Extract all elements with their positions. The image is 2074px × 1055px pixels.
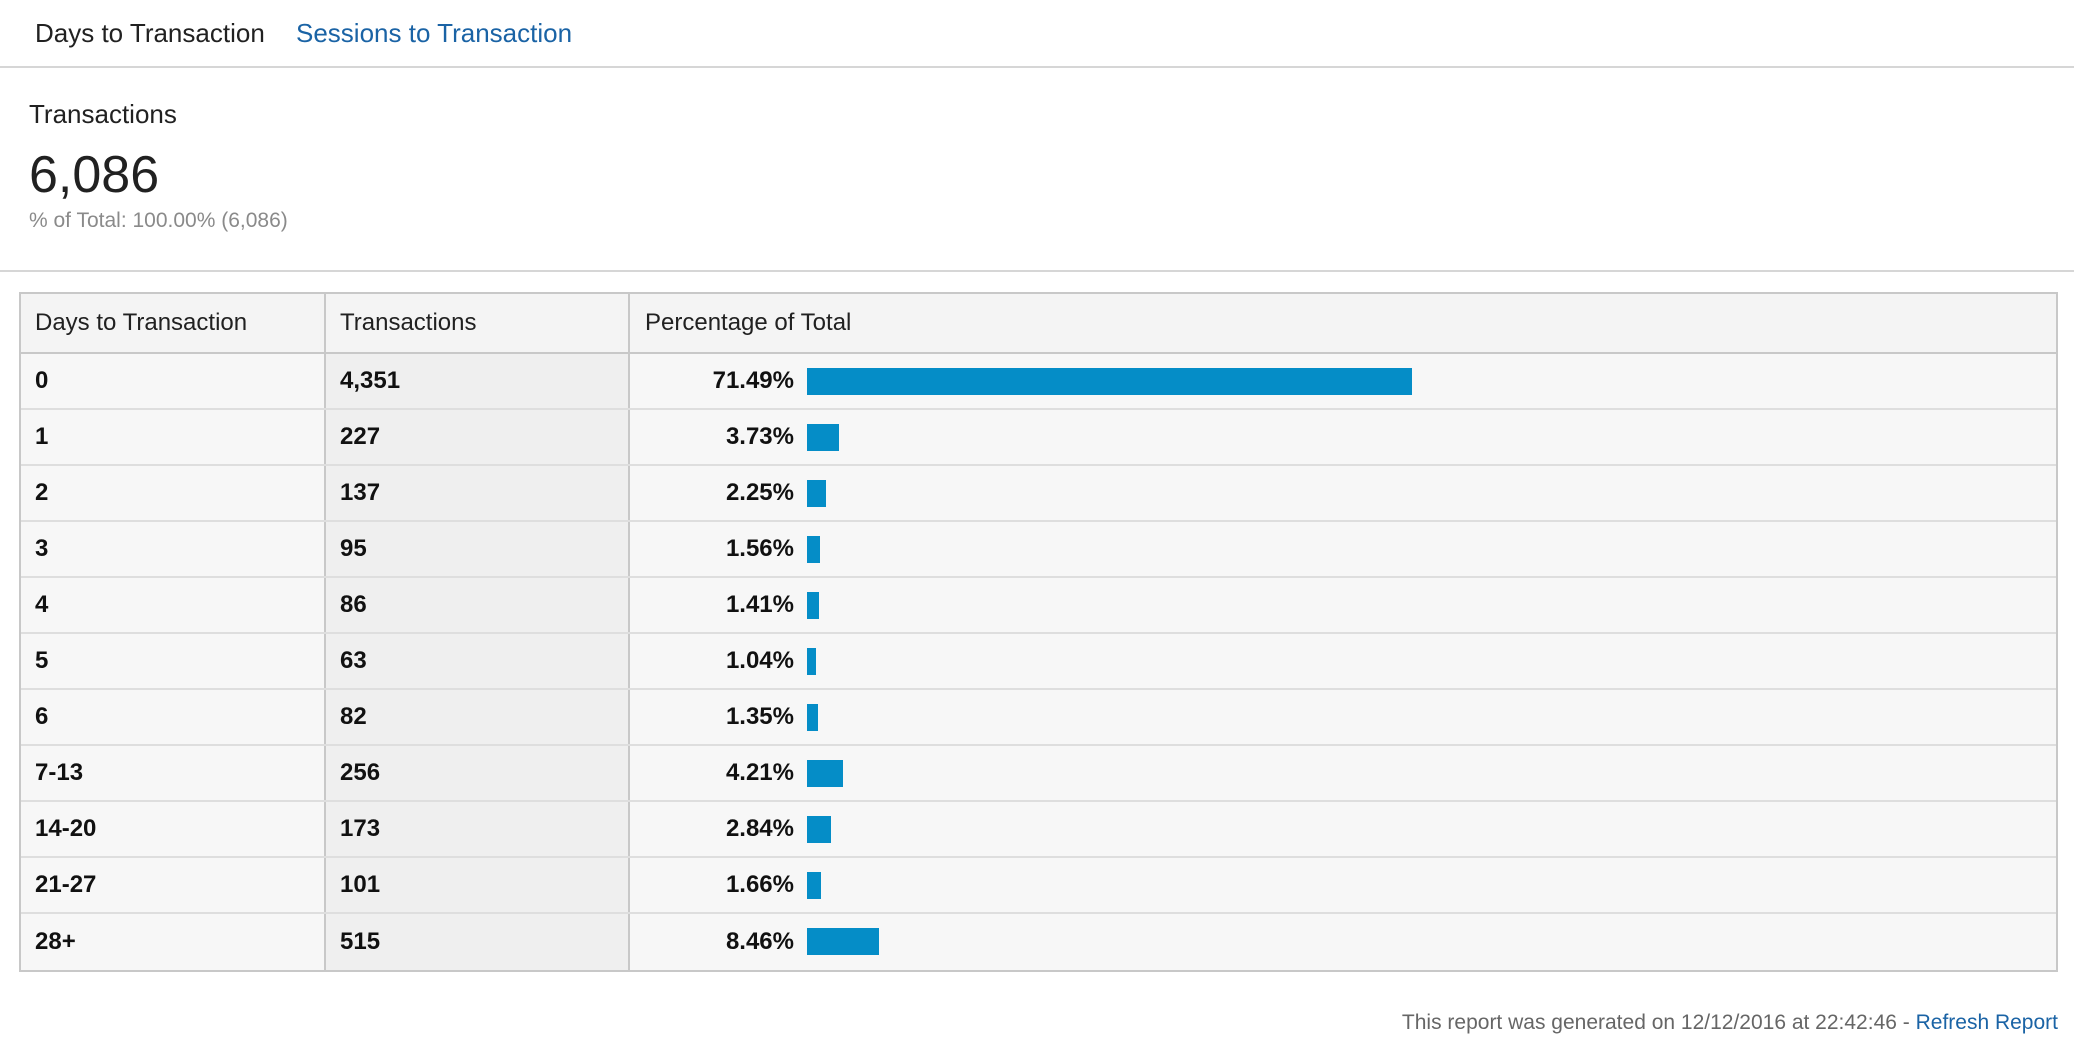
cell-transactions: 63 (326, 634, 630, 688)
summary-metric-value: 6,086 (29, 146, 160, 204)
cell-percentage: 4.21% (630, 746, 2056, 800)
report-generated-text: This report was generated on 12/12/2016 … (1401, 1011, 1916, 1034)
summary-metric-label: Transactions (29, 99, 177, 129)
section-divider (0, 270, 2074, 272)
percentage-bar (807, 648, 816, 675)
column-header-transactions[interactable]: Transactions (326, 294, 630, 352)
cell-transactions: 86 (326, 578, 630, 632)
cell-days: 0 (21, 354, 326, 408)
cell-transactions: 227 (326, 410, 630, 464)
percentage-bar (807, 928, 879, 955)
percentage-label: 71.49% (712, 367, 794, 394)
cell-days: 2 (21, 466, 326, 520)
tab-days-to-transaction[interactable]: Days to Transaction (35, 18, 265, 48)
percentage-label: 2.25% (725, 479, 794, 506)
percentage-label: 8.46% (725, 928, 794, 955)
cell-days: 21-27 (21, 858, 326, 912)
cell-days: 5 (21, 634, 326, 688)
table-row: 14-20 173 2.84% (21, 802, 2056, 858)
cell-transactions: 256 (326, 746, 630, 800)
cell-percentage: 1.41% (630, 578, 2056, 632)
cell-transactions: 4,351 (326, 354, 630, 408)
percentage-bar (807, 536, 820, 563)
cell-percentage: 1.66% (630, 858, 2056, 912)
cell-percentage: 1.56% (630, 522, 2056, 576)
cell-percentage: 1.35% (630, 690, 2056, 744)
report-tabs: Days to Transaction Sessions to Transact… (0, 0, 2074, 68)
table-row: 0 4,351 71.49% (21, 354, 2056, 410)
column-header-days[interactable]: Days to Transaction (21, 294, 326, 352)
data-table: Days to Transaction Transactions Percent… (19, 292, 2058, 972)
column-header-percentage[interactable]: Percentage of Total (645, 309, 852, 336)
table-row: 28+ 515 8.46% (21, 914, 2056, 970)
percentage-bar (807, 816, 831, 843)
table-row: 2 137 2.25% (21, 466, 2056, 522)
percentage-bar (807, 424, 839, 451)
cell-transactions: 95 (326, 522, 630, 576)
percentage-bar (807, 760, 843, 787)
table-row: 7-13 256 4.21% (21, 746, 2056, 802)
table-row: 21-27 101 1.66% (21, 858, 2056, 914)
cell-days: 4 (21, 578, 326, 632)
cell-days: 3 (21, 522, 326, 576)
cell-days: 28+ (21, 914, 326, 970)
percentage-label: 1.56% (725, 535, 794, 562)
cell-percentage: 71.49% (630, 354, 2056, 408)
percentage-label: 2.84% (725, 815, 794, 842)
percentage-label: 1.04% (725, 647, 794, 674)
table-body: 0 4,351 71.49% 1 227 3.73% 2 137 2.25% 3 95 1.56% 4 8… (21, 354, 2056, 970)
cell-days: 1 (21, 410, 326, 464)
cell-percentage: 2.25% (630, 466, 2056, 520)
table-row: 3 95 1.56% (21, 522, 2056, 578)
percentage-label: 1.35% (725, 703, 794, 730)
cell-percentage: 3.73% (630, 410, 2056, 464)
cell-transactions: 101 (326, 858, 630, 912)
table-row: 4 86 1.41% (21, 578, 2056, 634)
cell-transactions: 82 (326, 690, 630, 744)
cell-days: 7-13 (21, 746, 326, 800)
percentage-bar (807, 872, 821, 899)
cell-percentage: 8.46% (630, 914, 2056, 970)
percentage-bar (807, 368, 1412, 395)
percentage-label: 3.73% (725, 423, 794, 450)
table-row: 6 82 1.35% (21, 690, 2056, 746)
table-header-row: Days to Transaction Transactions Percent… (21, 294, 2056, 354)
percentage-bar (807, 480, 826, 507)
cell-days: 6 (21, 690, 326, 744)
cell-percentage: 2.84% (630, 802, 2056, 856)
tab-sessions-to-transaction[interactable]: Sessions to Transaction (296, 18, 573, 48)
percentage-label: 1.66% (725, 871, 794, 898)
summary-percent-of-total: % of Total: 100.00% (6,086) (29, 209, 288, 232)
cell-days: 14-20 (21, 802, 326, 856)
cell-transactions: 173 (326, 802, 630, 856)
table-row: 5 63 1.04% (21, 634, 2056, 690)
cell-transactions: 515 (326, 914, 630, 970)
report-footer: This report was generated on 12/12/2016 … (1402, 1008, 2058, 1038)
percentage-bar (807, 704, 818, 731)
table-row: 1 227 3.73% (21, 410, 2056, 466)
percentage-label: 4.21% (725, 759, 794, 786)
percentage-label: 1.41% (725, 591, 794, 618)
refresh-report-link[interactable]: Refresh Report (1915, 1011, 2058, 1034)
cell-percentage: 1.04% (630, 634, 2056, 688)
cell-transactions: 137 (326, 466, 630, 520)
percentage-bar (807, 592, 819, 619)
